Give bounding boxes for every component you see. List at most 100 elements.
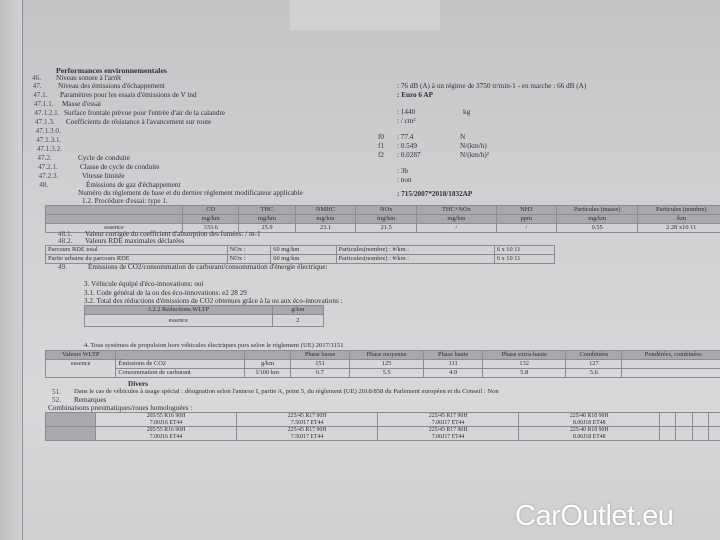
mass-unit: kg bbox=[463, 108, 471, 116]
item-label: Niveau sonore à l'arrêt bbox=[56, 74, 121, 82]
table-cell: 6 x 10 11 bbox=[493, 245, 556, 255]
item-label: Valeur corrigée du coefficient d'absorpt… bbox=[85, 230, 261, 238]
column-header: NH3 bbox=[495, 205, 557, 215]
column-unit: mg/km bbox=[238, 214, 296, 224]
table-cell: NOx : bbox=[226, 245, 272, 255]
table-cell: Parcours RDE total bbox=[45, 245, 228, 255]
item-number: 47. bbox=[32, 82, 42, 90]
table-cell: 2 bbox=[271, 314, 325, 327]
item-label: Niveau des émissions d'échappement bbox=[58, 82, 165, 90]
table-cell bbox=[45, 426, 96, 441]
table-cell: 111 bbox=[423, 359, 484, 369]
column-header: NOx bbox=[355, 205, 418, 215]
table-row: essence Émissions de CO2 g/km 151 125 111 132 1… bbox=[44, 359, 720, 378]
item-number: 46. bbox=[32, 74, 41, 82]
table-cell bbox=[707, 426, 720, 441]
table-cell: 0.55 bbox=[555, 223, 639, 233]
table-cell: 127 bbox=[565, 359, 623, 369]
euro-value: : Euro 6 AP bbox=[397, 91, 434, 99]
tyre-cell: 225/45 R17 90H 7.50J17 ET44 bbox=[236, 426, 379, 441]
rim-size: 7.00J17 ET44 bbox=[431, 419, 465, 426]
table-row: Consommation de carburant l/100 km 6.7 5.5 4… bbox=[46, 368, 720, 378]
emissions-table: CO THC NMHC NOx THC+NOx NH3 Particules (masse)… bbox=[44, 205, 720, 233]
column-unit bbox=[44, 214, 184, 224]
table-cell: 151 bbox=[290, 359, 350, 369]
rim-size: 7.00J16 ET44 bbox=[149, 433, 183, 440]
rim-size: 7.00J17 ET44 bbox=[431, 433, 465, 440]
table-cell bbox=[659, 412, 677, 427]
f1-unit: N/(km/h) bbox=[460, 142, 487, 150]
column-unit: mg/km bbox=[355, 214, 418, 224]
item-number: 48.2. bbox=[58, 237, 73, 245]
table-cell: 4.9 bbox=[423, 368, 484, 378]
column-header: Phase basse bbox=[290, 350, 350, 360]
item-number: 47.1.3.2. bbox=[36, 145, 62, 153]
tyre-cell: 225/45 R17 90H 7.00J17 ET44 bbox=[377, 426, 520, 441]
column-header: THC bbox=[238, 205, 296, 215]
item-label: Classe de cycle de conduite bbox=[80, 163, 160, 171]
speed-limited-value: : non bbox=[397, 176, 412, 184]
table-cell: 333.6 bbox=[182, 223, 240, 233]
item-label: Coefficients de résistance à l'avancemen… bbox=[66, 118, 212, 126]
paper-edge bbox=[0, 0, 23, 540]
item-number: 47.1.3.0. bbox=[35, 127, 61, 135]
table-cell: 21.5 bbox=[355, 223, 418, 233]
tyre-cell: 205/55 R16 90H 7.00J16 ET44 bbox=[94, 412, 238, 427]
column-header bbox=[115, 350, 245, 360]
f1-value: : 0.549 bbox=[397, 142, 417, 150]
section-title: Performances environnementales bbox=[56, 66, 167, 75]
f2-value: : 0.0287 bbox=[397, 151, 421, 159]
regulation-label: Numéro du règlement de base et du dernie… bbox=[78, 189, 303, 197]
tyre-size: 225/40 R18 90H bbox=[569, 413, 609, 419]
column-header: Particules (masse) bbox=[555, 205, 639, 215]
tyres-label: Combinaisons pneumatiques/roues homologu… bbox=[48, 404, 193, 412]
tyre-size: 225/45 R17 90H bbox=[287, 427, 327, 433]
table-cell: / bbox=[495, 223, 557, 233]
rim-size: 7.50J17 ET44 bbox=[290, 419, 324, 426]
item-number: 47.1.3.1. bbox=[36, 136, 62, 144]
item-label: Cycle de conduite bbox=[78, 154, 130, 162]
table-cell: 23.1 bbox=[294, 223, 357, 233]
column-header: 3.2.2 Réductions WLTP bbox=[84, 305, 273, 315]
table-cell: 5.5 bbox=[348, 368, 425, 378]
column-unit: mg/km bbox=[182, 214, 240, 224]
item-number: 47.1.3. bbox=[35, 118, 55, 126]
table-cell bbox=[621, 368, 720, 378]
item-label: Remarques bbox=[74, 396, 107, 404]
column-unit: mg/km bbox=[555, 214, 639, 224]
column-header bbox=[243, 350, 292, 360]
table-cell: Particules(nombre) : #/km : bbox=[335, 245, 495, 255]
rim-size: 8.00J18 ET48 bbox=[573, 419, 606, 426]
item-label: Émissions de CO2/consommation de carbura… bbox=[88, 263, 328, 271]
item-number: 52. bbox=[52, 396, 61, 404]
tyre-size: 225/45 R17 90H bbox=[428, 413, 468, 419]
procedure-label: 1.2. Procédure d'essai: type 1. bbox=[82, 197, 168, 205]
table-cell: 6.7 bbox=[290, 368, 350, 378]
tyre-size: 225/45 R17 90H bbox=[428, 427, 468, 433]
item-number: 49. bbox=[58, 263, 67, 271]
table-row: essence 2 bbox=[84, 314, 325, 327]
column-header: Phase haute bbox=[423, 350, 484, 360]
tyre-size: 205/55 R16 90H bbox=[146, 413, 186, 419]
table-row: essence 333.6 25.9 23.1 21.5//0.55 2.28 x10 1… bbox=[44, 223, 720, 233]
rim-size: 8.00J18 ET48 bbox=[573, 433, 606, 440]
f1-label: f1 bbox=[378, 142, 384, 150]
column-unit: /km bbox=[637, 214, 720, 224]
table-cell: 5.6 bbox=[565, 368, 623, 378]
item-label: Émissions de gaz d'échappement bbox=[86, 181, 181, 189]
table-cell: / bbox=[416, 223, 497, 233]
item-number: 47.2.3. bbox=[38, 172, 59, 180]
column-header: Combinées bbox=[565, 350, 623, 360]
item-label: Vitesse limitée bbox=[82, 172, 125, 180]
table-cell: 60 mg/km bbox=[270, 254, 337, 264]
item-number: 47.2.1. bbox=[38, 163, 58, 171]
f0-value: : 77.4 bbox=[397, 133, 414, 141]
item-number: 47.1.2.1. bbox=[34, 109, 60, 117]
eco-innovation-line: 3. Véhicule équipé d'éco-innovations: ou… bbox=[84, 280, 204, 288]
item-number: 47.1. bbox=[33, 91, 48, 99]
item-label: Surface frontale prévue pour l'entrée d'… bbox=[64, 109, 226, 117]
f0-unit: N bbox=[460, 133, 466, 141]
table-cell bbox=[659, 426, 677, 441]
table-cell: essence bbox=[44, 359, 117, 378]
rim-size: 7.00J16 ET44 bbox=[149, 419, 183, 426]
